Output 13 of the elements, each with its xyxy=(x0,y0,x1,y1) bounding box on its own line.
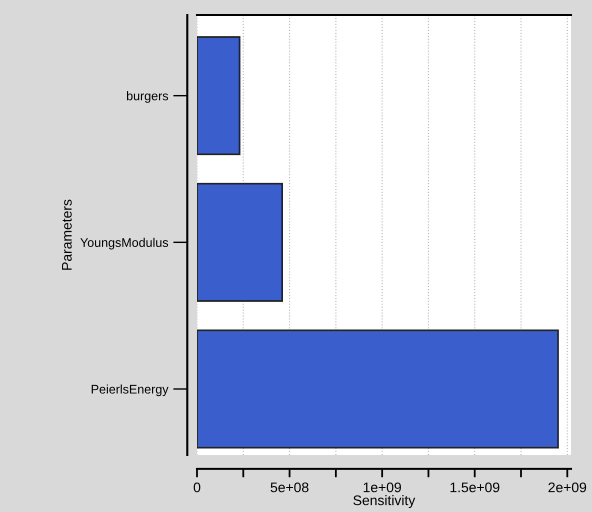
x-tick-label: 1.5e+09 xyxy=(450,482,500,492)
x-tick-label: 1e+09 xyxy=(364,482,401,492)
x-tick-label: 0 xyxy=(194,482,200,492)
y-tick-label: PeierlsEnergy xyxy=(92,384,169,396)
y-tick-label: YoungsModulus xyxy=(80,238,168,250)
bar xyxy=(197,36,240,156)
x-tick-label: 2e+09 xyxy=(548,482,586,492)
y-axis-title: Parameters xyxy=(62,200,72,270)
y-tick-label: burgers xyxy=(126,91,168,103)
x-tick-label: 5e+08 xyxy=(270,482,308,492)
x-axis-title: Sensitivity xyxy=(353,495,416,508)
bar xyxy=(197,182,284,302)
bar xyxy=(197,330,559,448)
